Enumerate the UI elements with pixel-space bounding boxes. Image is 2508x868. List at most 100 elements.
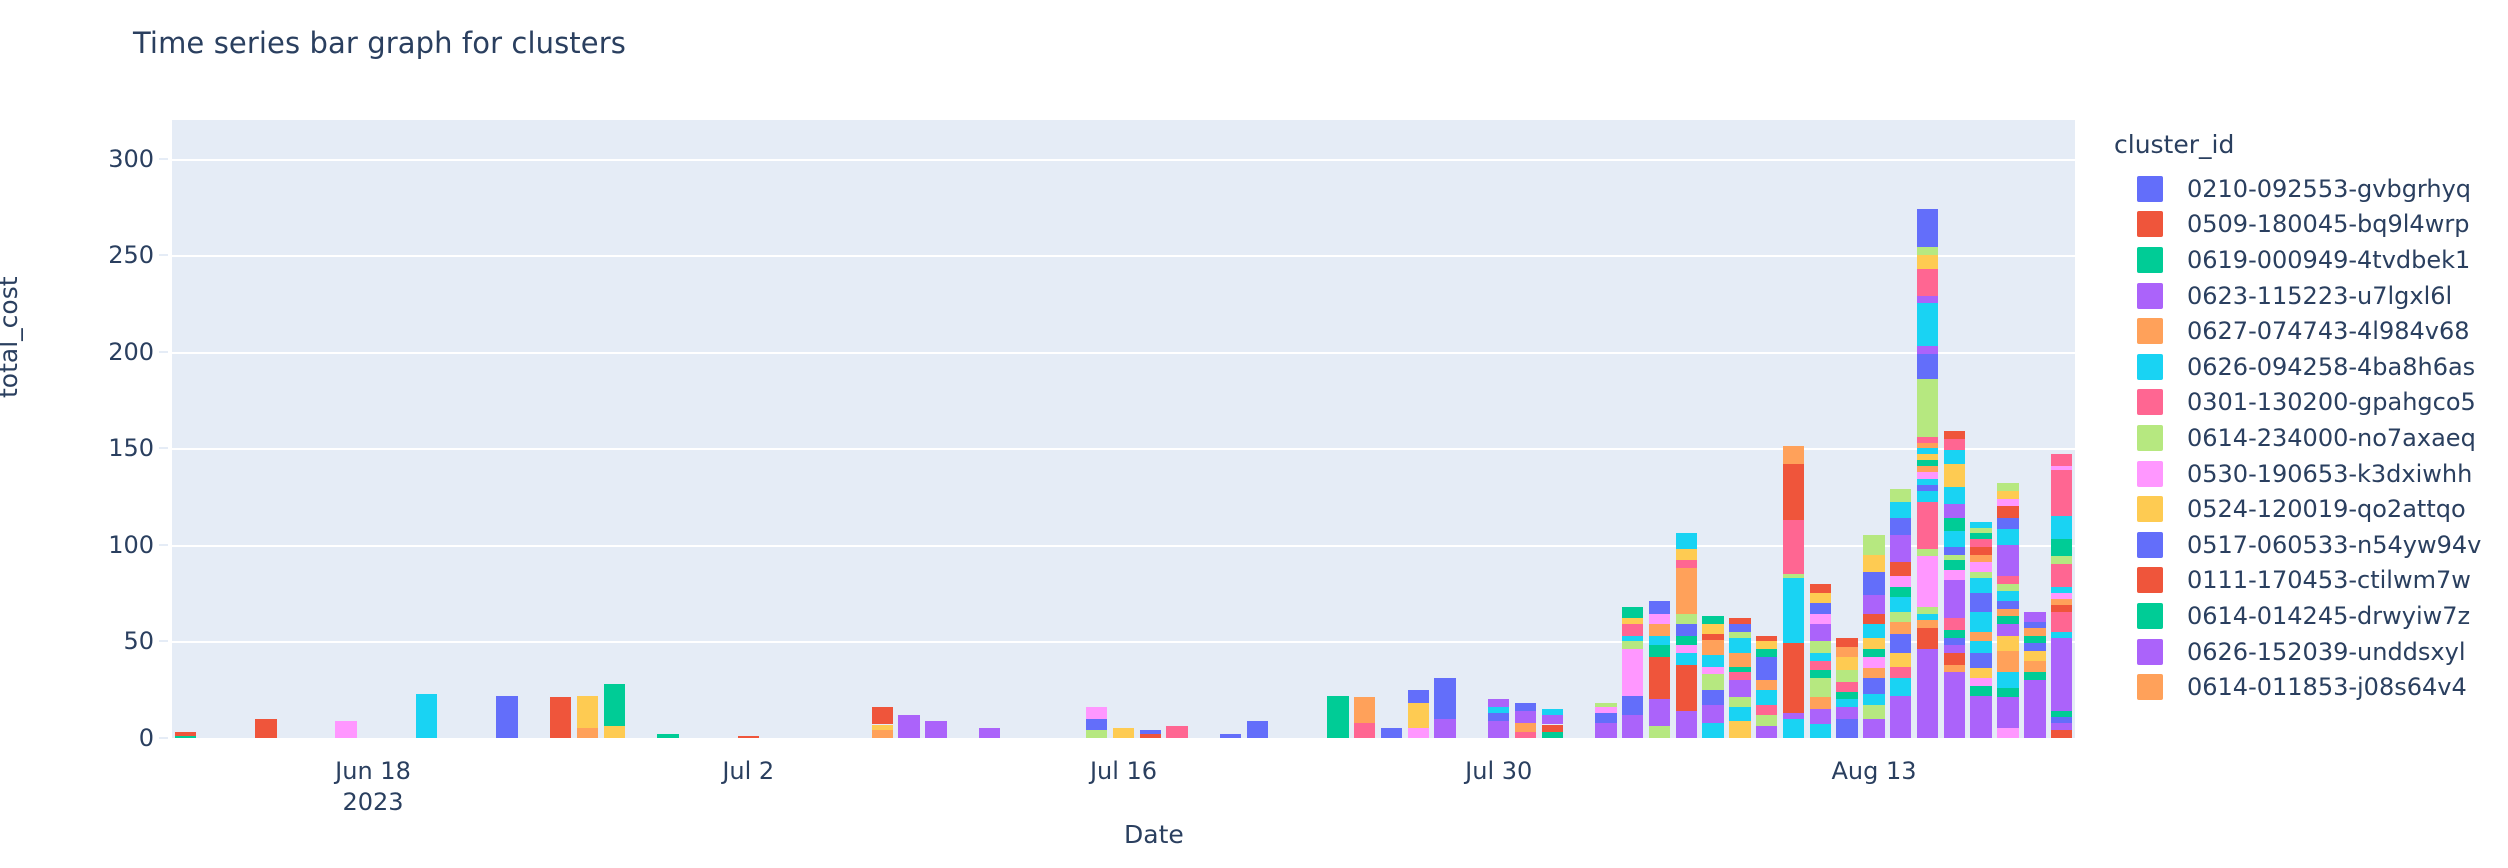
bar-segment[interactable] <box>1890 622 1912 634</box>
bar-column[interactable] <box>1488 120 1510 738</box>
bar-segment[interactable] <box>2050 593 2073 599</box>
bar-segment[interactable] <box>1970 612 1992 632</box>
bar-column[interactable] <box>1354 120 1376 738</box>
bar-segment[interactable] <box>1836 637 1858 648</box>
bar-segment[interactable] <box>1729 637 1751 654</box>
bar-segment[interactable] <box>1970 527 1992 534</box>
bar-segment[interactable] <box>1622 624 1644 636</box>
bar-segment[interactable] <box>1890 517 1912 536</box>
bar-segment[interactable] <box>1648 600 1671 615</box>
bar-segment[interactable] <box>1970 678 1992 686</box>
bar-segment[interactable] <box>1488 699 1510 708</box>
legend-item[interactable]: 0614-011853-j08s64v4 <box>2137 669 2501 705</box>
bar-segment[interactable] <box>1675 624 1698 636</box>
bar-segment[interactable] <box>1729 720 1751 738</box>
bar-segment[interactable] <box>1782 643 1805 713</box>
legend-item[interactable]: 0627-074743-4l984v68 <box>2137 313 2501 349</box>
bar-segment[interactable] <box>1729 618 1751 625</box>
bar-segment[interactable] <box>2024 651 2046 661</box>
bar-column[interactable] <box>1756 120 1778 738</box>
bar-column[interactable] <box>255 120 277 738</box>
bar-segment[interactable] <box>1943 438 1966 451</box>
bar-segment[interactable] <box>1702 722 1724 738</box>
bar-segment[interactable] <box>1702 666 1724 675</box>
bar-segment[interactable] <box>1997 544 2019 576</box>
bar-segment[interactable] <box>2024 660 2046 673</box>
bar-segment[interactable] <box>1756 635 1778 642</box>
bar-segment[interactable] <box>657 734 679 738</box>
bar-segment[interactable] <box>496 695 518 738</box>
bar-segment[interactable] <box>1916 378 1939 437</box>
bar-segment[interactable] <box>1916 454 1939 460</box>
bar-segment[interactable] <box>1890 575 1912 588</box>
bar-column[interactable] <box>737 120 759 738</box>
bar-segment[interactable] <box>1702 633 1724 640</box>
bar-segment[interactable] <box>1890 653 1912 667</box>
bar-segment[interactable] <box>1729 653 1751 667</box>
bar-segment[interactable] <box>1943 554 1966 561</box>
bar-segment[interactable] <box>2024 635 2046 644</box>
bar-segment[interactable] <box>1863 649 1885 657</box>
bar-segment[interactable] <box>1943 531 1966 547</box>
bar-segment[interactable] <box>1836 682 1858 692</box>
bar-column[interactable] <box>2050 120 2073 738</box>
bar-segment[interactable] <box>1970 593 1992 613</box>
bar-segment[interactable] <box>1997 529 2019 545</box>
bar-segment[interactable] <box>1970 554 1992 563</box>
bar-segment[interactable] <box>1943 618 1966 630</box>
bar-column[interactable] <box>978 120 1001 738</box>
bar-segment[interactable] <box>1970 695 1992 738</box>
bar-segment[interactable] <box>1809 614 1832 625</box>
bar-segment[interactable] <box>1970 668 1992 679</box>
bar-segment[interactable] <box>1729 707 1751 721</box>
bar-segment[interactable] <box>1756 705 1778 715</box>
bar-column[interactable] <box>1380 120 1403 738</box>
bar-segment[interactable] <box>2050 539 2073 557</box>
bar-segment[interactable] <box>1782 712 1805 719</box>
bar-segment[interactable] <box>1943 672 1966 738</box>
bar-segment[interactable] <box>1514 710 1537 723</box>
bar-column[interactable] <box>1997 120 2019 738</box>
bar-segment[interactable] <box>1916 448 1939 455</box>
bar-segment[interactable] <box>1997 483 2019 491</box>
bar-segment[interactable] <box>1836 691 1858 700</box>
bar-segment[interactable] <box>1085 718 1108 731</box>
bar-segment[interactable] <box>1675 548 1698 561</box>
bar-segment[interactable] <box>1997 506 2019 518</box>
bar-segment[interactable] <box>1702 654 1724 667</box>
bar-column[interactable] <box>1943 120 1966 738</box>
bar-segment[interactable] <box>1085 707 1108 719</box>
bar-segment[interactable] <box>1488 720 1510 738</box>
bar-segment[interactable] <box>1782 577 1805 644</box>
bar-segment[interactable] <box>1327 695 1349 738</box>
bar-column[interactable] <box>496 120 518 738</box>
bar-segment[interactable] <box>1943 569 1966 580</box>
bar-column[interactable] <box>1970 120 1992 738</box>
bar-segment[interactable] <box>1943 579 1966 619</box>
bar-segment[interactable] <box>1514 703 1537 711</box>
bar-segment[interactable] <box>2024 680 2046 738</box>
bar-segment[interactable] <box>1729 631 1751 638</box>
legend-item[interactable]: 0614-234000-no7axaeq <box>2137 420 2501 456</box>
bar-segment[interactable] <box>1729 680 1751 698</box>
bar-column[interactable] <box>1729 120 1751 738</box>
legend-item[interactable]: 0530-190653-k3dxiwhh <box>2137 456 2501 492</box>
bar-segment[interactable] <box>1890 612 1912 623</box>
legend-item[interactable]: 0509-180045-bq9l4wrp <box>2137 207 2501 243</box>
bar-segment[interactable] <box>1916 295 1939 304</box>
bar-segment[interactable] <box>1380 728 1403 738</box>
bar-segment[interactable] <box>1916 345 1939 354</box>
bar-segment[interactable] <box>1916 548 1939 557</box>
bar-segment[interactable] <box>1675 568 1698 615</box>
bar-segment[interactable] <box>898 714 920 738</box>
bar-segment[interactable] <box>1916 208 1939 248</box>
bar-column[interactable] <box>1916 120 1939 738</box>
bar-segment[interactable] <box>1407 703 1430 729</box>
bar-segment[interactable] <box>925 720 947 738</box>
bar-segment[interactable] <box>1702 689 1724 706</box>
bar-segment[interactable] <box>1863 678 1885 694</box>
bar-segment[interactable] <box>1943 560 1966 570</box>
bar-segment[interactable] <box>1809 724 1832 738</box>
bar-segment[interactable] <box>1622 714 1644 738</box>
bar-segment[interactable] <box>978 728 1001 738</box>
